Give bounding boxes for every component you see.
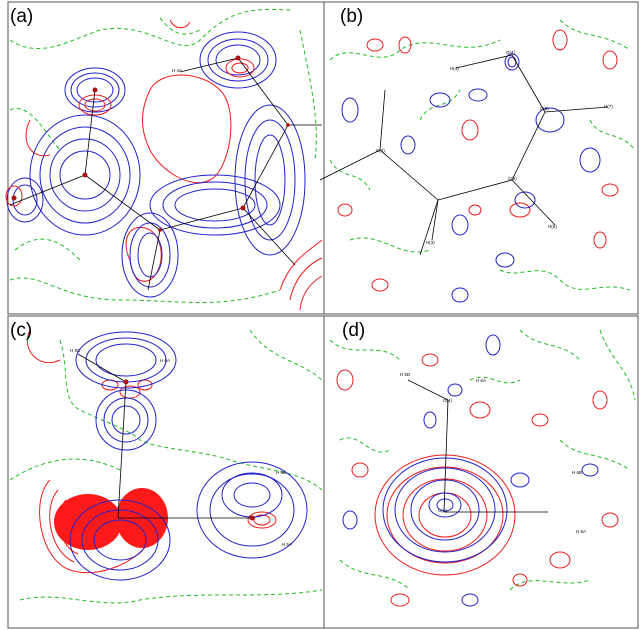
atom-label-d-2: O(4) — [443, 398, 453, 403]
panel-a: H 4A (a) — [5, 1, 325, 315]
negative-contours-c — [69, 331, 308, 581]
atom-label-c-3: H 5A — [282, 542, 292, 547]
negative-contours-d — [342, 334, 599, 607]
atom-label-b-6: C(3) — [376, 148, 385, 153]
atom-label-b-2: C(5) — [540, 106, 549, 111]
panel-label-c: (c) — [10, 320, 32, 341]
atom-label-d-4: H 5A — [576, 529, 586, 534]
bonds-a — [9, 57, 322, 291]
atom-label-b-4: H(6) — [548, 224, 557, 229]
atom-label-b-7: H(7) — [604, 104, 613, 109]
zero-contours-d — [329, 329, 636, 591]
zero-contours-a — [9, 8, 317, 303]
panel-label-a: (a) — [10, 6, 33, 27]
bonds-c — [77, 353, 252, 519]
atom-label-a-0: H 4A — [172, 68, 182, 73]
atom-label-c-0: H 5C — [70, 348, 81, 353]
atom-label-d-0: H 5D — [400, 372, 411, 377]
panel-c: H 5C H 6A H 6B H 5A (c) — [7, 315, 325, 629]
atoms-c — [123, 379, 255, 521]
negative-contours-b — [341, 53, 601, 303]
atom-label-b-1: O(4) — [506, 50, 516, 55]
atoms-a — [11, 55, 290, 232]
positive-contours-d — [336, 353, 619, 607]
positive-contours-b — [337, 29, 619, 292]
atom-label-c-2: H 6B — [276, 470, 286, 475]
bonds-d — [407, 379, 548, 513]
atom-label-d-1: H 6A — [476, 378, 486, 383]
atom-label-b-5: H(3) — [426, 240, 435, 245]
panel-label-d: (d) — [342, 320, 365, 341]
panel-d: H 5D H 6A O(4) H 6B H 5A C(1) (d) — [323, 315, 639, 629]
panel-label-b: (b) — [340, 6, 363, 27]
bonds-b — [319, 54, 609, 256]
atom-label-b-3: C(6) — [508, 176, 517, 181]
negative-contours-a — [6, 31, 306, 298]
atom-label-c-1: H 6A — [160, 358, 170, 363]
atom-label-d-3: H 6B — [572, 470, 582, 475]
zero-contours-c — [9, 329, 323, 604]
atom-label-b-0: H(4) — [450, 66, 459, 71]
panel-b: H(4) O(4) C(5) C(6) H(6) H(3) C(3) H(7) … — [319, 1, 639, 315]
atom-label-d-5: C(1) — [438, 508, 447, 513]
positive-contours-a — [25, 19, 323, 311]
